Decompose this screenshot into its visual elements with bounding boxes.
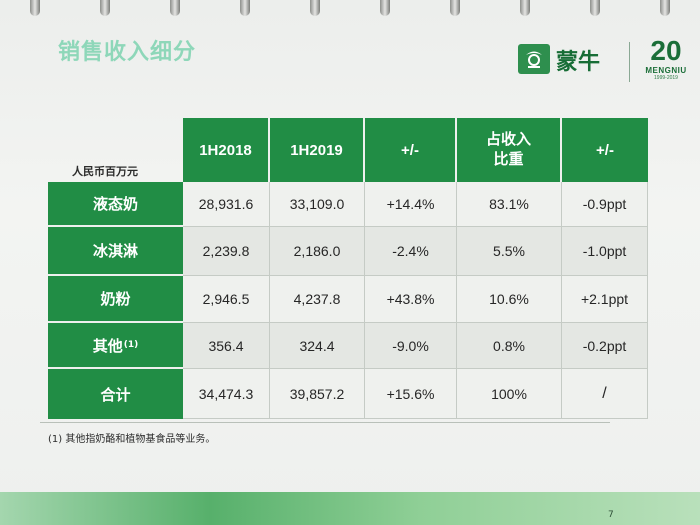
unit-label: 人民币百万元: [72, 165, 138, 178]
binder-ring: [660, 0, 670, 16]
table-cell: -2.4%: [365, 227, 457, 276]
table-cell: 33,109.0: [270, 182, 365, 227]
row-label-ice-cream: 冰淇淋: [48, 227, 183, 276]
table-cell: 324.4: [270, 323, 365, 369]
table-cell: 2,186.0: [270, 227, 365, 276]
footnote-marker: (1): [123, 340, 139, 350]
row-label-total: 合计: [48, 369, 183, 419]
table-cell: 0.8%: [457, 323, 562, 369]
table-cell: 2,946.5: [183, 276, 270, 323]
anniversary-mark: 20: [650, 35, 682, 66]
row-label-others: 其他 (1): [48, 323, 183, 369]
table-cell: 34,474.3: [183, 369, 270, 419]
footnote: (1) 其他指奶酪和植物基食品等业务。: [48, 434, 216, 445]
table-cell: -0.2ppt: [562, 323, 648, 369]
table-cell: 83.1%: [457, 182, 562, 227]
anniversary-years: 1999-2019: [654, 75, 678, 81]
table-cell: +2.1ppt: [562, 276, 648, 323]
brand-name: 蒙牛: [556, 50, 601, 75]
table-cell: 4,237.8: [270, 276, 365, 323]
row-label-milk-powder: 奶粉: [48, 276, 183, 323]
header-change: +/-: [365, 118, 457, 182]
anniversary-logo: 20 MENGNIU 1999-2019: [640, 36, 692, 88]
header-share-change: +/-: [562, 118, 648, 182]
table-cell: 100%: [457, 369, 562, 419]
table-cell: 39,857.2: [270, 369, 365, 419]
binder-ring: [520, 0, 530, 16]
table-cell: 2,239.8: [183, 227, 270, 276]
logo-divider: [629, 42, 630, 82]
header-revenue-share: 占收入比重: [457, 118, 562, 182]
binder-ring: [30, 0, 40, 16]
header-1h2019: 1H2019: [270, 118, 365, 182]
table-cell: 356.4: [183, 323, 270, 369]
table-cell: +14.4%: [365, 182, 457, 227]
binder-ring: [590, 0, 600, 16]
table-cell: 5.5%: [457, 227, 562, 276]
anniversary-brand: MENGNIU: [645, 66, 687, 75]
footnote-divider: [40, 422, 610, 423]
row-label-liquid-milk: 液态奶: [48, 182, 183, 227]
binder-ring: [310, 0, 320, 16]
table-cell: -1.0ppt: [562, 227, 648, 276]
bottom-decor-band: [0, 492, 700, 525]
binder-ring: [100, 0, 110, 16]
table-cell: /: [562, 369, 648, 419]
table-cell: +43.8%: [365, 276, 457, 323]
table-cell: +15.6%: [365, 369, 457, 419]
table-cell: -0.9ppt: [562, 182, 648, 227]
table-cell: -9.0%: [365, 323, 457, 369]
binder-ring: [170, 0, 180, 16]
binder-ring: [380, 0, 390, 16]
binder-ring: [240, 0, 250, 16]
row-label-others-text: 其他: [92, 336, 123, 355]
table-cell: 28,931.6: [183, 182, 270, 227]
slide-title: 销售收入细分: [58, 40, 197, 65]
table-cell: 10.6%: [457, 276, 562, 323]
binder-ring: [450, 0, 460, 16]
binder-rings: [0, 0, 700, 16]
mengniu-logo-icon: [518, 44, 550, 74]
cow-logo-icon: [526, 51, 542, 68]
header-1h2018: 1H2018: [183, 118, 270, 182]
page-number: 7: [608, 510, 614, 520]
